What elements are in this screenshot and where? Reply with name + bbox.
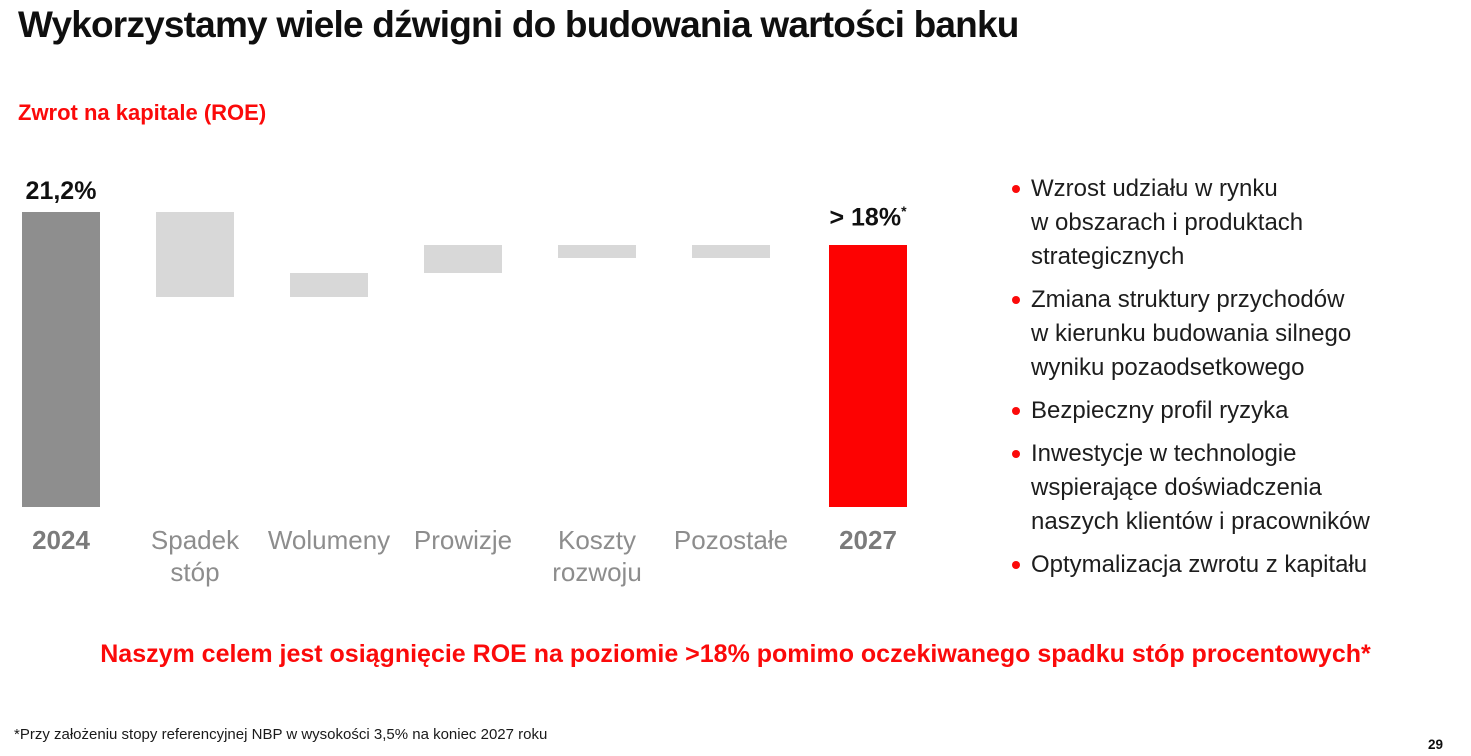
axis-label-prowizje: Prowizje [413,525,513,555]
levers-list: Wzrost udziału w rynku w obszarach i pro… [1012,172,1462,591]
waterfall-bar-spadek-stóp [156,211,234,297]
lever-text: Bezpieczny profil ryzyka [1031,397,1289,424]
lever-text: Wzrost udziału w rynku w obszarach i pro… [1031,175,1304,270]
waterfall-bar-pozostałe [692,245,770,258]
lever-text: Optymalizacja zwrotu z kapitału [1031,551,1368,578]
bullet-dot-icon [1012,561,1020,569]
asterisk-superscript: * [901,203,907,219]
bullet-dot-icon [1012,450,1020,458]
waterfall-bar-2024 [22,211,100,507]
bullet-dot-icon [1012,407,1020,415]
list-item: Bezpieczny profil ryzyka [1012,394,1462,428]
waterfall-bar-wolumeny [290,273,368,297]
axis-label-spadek-stóp: Spadek stóp [150,525,240,587]
axis-label-pozostałe: Pozostałe [673,525,789,555]
waterfall-bar-prowizje [424,245,502,274]
list-item: Optymalizacja zwrotu z kapitału [1012,548,1462,582]
value-label-2024: 21,2% [25,177,97,205]
goal-statement: Naszym celem jest osiągnięcie ROE na poz… [100,640,1371,668]
bullet-dot-icon [1012,185,1020,193]
page-number: 29 [1428,737,1444,752]
roe-waterfall-chart: 2024 21,2% Spadek stóp Wolumeny Prowizje Kosz… [22,177,907,587]
lever-text: Zmiana struktury przychodów w kierunku b… [1031,286,1352,381]
axis-label-2024: 2024 [32,525,90,555]
chart-title: Zwrot na kapitale (ROE) [18,100,267,125]
axis-label-koszty-rozwoju: Koszty rozwoju [552,525,642,587]
waterfall-bar-2027 [829,245,907,507]
axis-label-2027: 2027 [839,525,897,555]
list-item: Zmiana struktury przychodów w kierunku b… [1012,283,1462,385]
value-label-2027: > 18%* [829,203,907,232]
waterfall-bar-koszty-rozwoju [558,245,636,258]
axis-label-wolumeny: Wolumeny [267,525,391,555]
page-title: Wykorzystamy wiele dźwigni do budowania … [18,4,1019,45]
lever-text: Inwestycje w technologie wspierające doś… [1031,440,1370,535]
list-item: Wzrost udziału w rynku w obszarach i pro… [1012,172,1462,274]
bullet-dot-icon [1012,296,1020,304]
footnote: *Przy założeniu stopy referencyjnej NBP … [14,726,548,743]
list-item: Inwestycje w technologie wspierające doś… [1012,437,1462,539]
